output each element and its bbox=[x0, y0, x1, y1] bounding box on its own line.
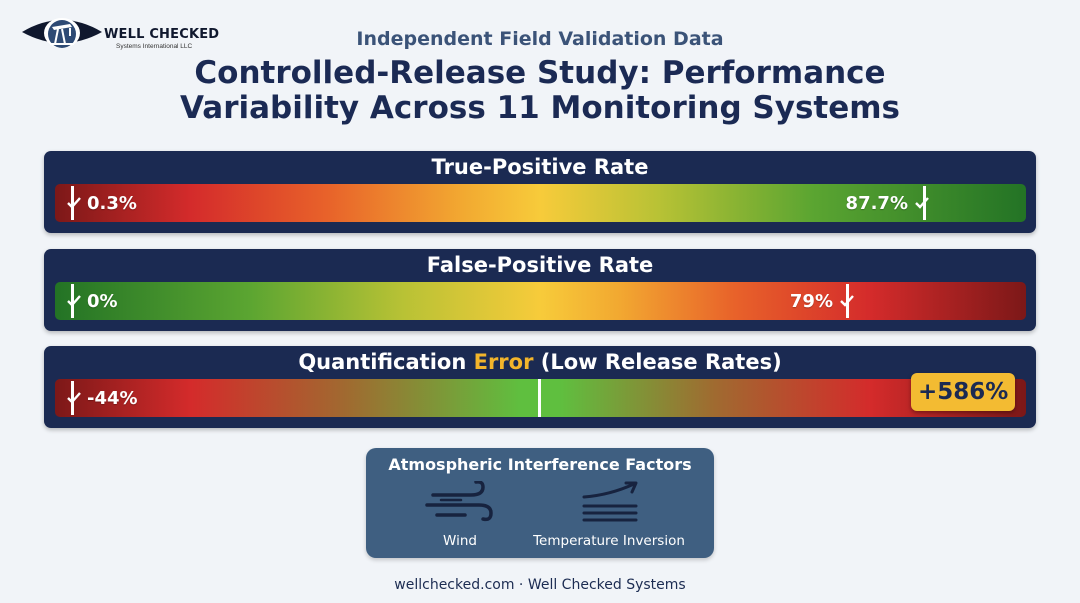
fpr-max-tick bbox=[846, 284, 849, 318]
qe-min-tick bbox=[71, 381, 74, 415]
brand-logo: WELL CHECKED Systems International LLC bbox=[20, 14, 230, 58]
fpr-title: False-Positive Rate bbox=[426, 253, 654, 277]
check-icon bbox=[67, 295, 81, 307]
check-icon bbox=[67, 197, 81, 209]
check-icon bbox=[840, 295, 854, 307]
eye-pumpjack-icon bbox=[22, 18, 102, 48]
qe-title-pre: Quantification bbox=[298, 350, 474, 374]
factor-wind: Wind bbox=[420, 481, 500, 549]
qe-min-label: -44% bbox=[87, 388, 138, 409]
tpr-max-tick bbox=[923, 186, 926, 220]
title-line-2: Variability Across 11 Monitoring Systems bbox=[179, 90, 901, 126]
tpr-min-tick bbox=[71, 186, 74, 220]
tpr-max-label: 87.7% bbox=[845, 193, 908, 214]
fpr-max-label: 79% bbox=[789, 291, 833, 312]
qe-max-badge: +586% bbox=[911, 373, 1016, 411]
factor-inversion-label: Temperature Inversion bbox=[533, 533, 685, 549]
tpr-bar bbox=[55, 184, 1026, 222]
brand-name: WELL CHECKED bbox=[104, 27, 220, 42]
page-subtitle: Independent Field Validation Data bbox=[356, 28, 724, 50]
qe-title-post: (Low Release Rates) bbox=[533, 350, 782, 374]
tpr-min-label: 0.3% bbox=[87, 193, 137, 214]
qe-title: Quantification Error (Low Release Rates) bbox=[44, 349, 1036, 375]
check-icon bbox=[915, 197, 929, 209]
temperature-inversion-icon bbox=[582, 481, 638, 522]
tpr-title: True-Positive Rate bbox=[431, 155, 649, 179]
qe-title-accent: Error bbox=[473, 350, 534, 374]
factor-wind-label: Wind bbox=[443, 533, 477, 549]
title-line-1: Controlled-Release Study: Performance bbox=[194, 55, 886, 91]
fpr-bar bbox=[55, 282, 1026, 320]
factor-temperature-inversion: Temperature Inversion bbox=[524, 481, 694, 549]
page-title: Controlled-Release Study: Performance Va… bbox=[0, 56, 1080, 126]
footer: wellchecked.com · Well Checked Systems bbox=[394, 577, 686, 593]
atmospheric-factors-box: Atmospheric Interference Factors Wind Te… bbox=[366, 448, 714, 558]
fpr-panel: False-Positive Rate 0% 79% bbox=[44, 249, 1036, 331]
qe-zero-line bbox=[538, 379, 541, 417]
qe-panel: Quantification Error (Low Release Rates)… bbox=[44, 346, 1036, 428]
factors-title: Atmospheric Interference Factors bbox=[388, 455, 692, 474]
fpr-min-tick bbox=[71, 284, 74, 318]
fpr-min-label: 0% bbox=[87, 291, 118, 312]
wind-icon bbox=[425, 481, 493, 522]
check-icon bbox=[67, 392, 81, 404]
tpr-panel: True-Positive Rate 0.3% 87.7% bbox=[44, 151, 1036, 233]
brand-subtitle: Systems International LLC bbox=[116, 43, 193, 50]
